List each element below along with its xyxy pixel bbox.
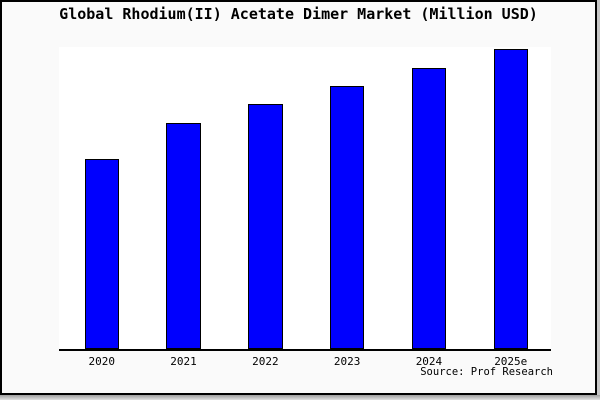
x-tick-label-2020: 2020 [88, 355, 116, 368]
x-tick-label-2024: 2024 [415, 355, 443, 368]
bar-2024 [411, 67, 447, 349]
x-axis-labels: 2020 2021 2022 2023 2024 2025e [59, 355, 551, 369]
x-tick-label-2023: 2023 [333, 355, 361, 368]
chart-title: Global Rhodium(II) Acetate Dimer Market … [59, 5, 538, 23]
bar-2022 [248, 103, 283, 349]
bar-2023 [329, 85, 365, 349]
bar-2020 [84, 159, 119, 349]
x-tick-label-2022: 2022 [252, 355, 279, 368]
source-note: Source: Prof Research [420, 366, 553, 378]
x-tick-label-2025e: 2025e [494, 355, 528, 368]
x-tick-label-2021: 2021 [170, 355, 197, 368]
bar-2021 [166, 122, 201, 349]
window-shadow [0, 395, 600, 400]
plot-area [59, 47, 551, 351]
bar-2025e [493, 49, 528, 349]
